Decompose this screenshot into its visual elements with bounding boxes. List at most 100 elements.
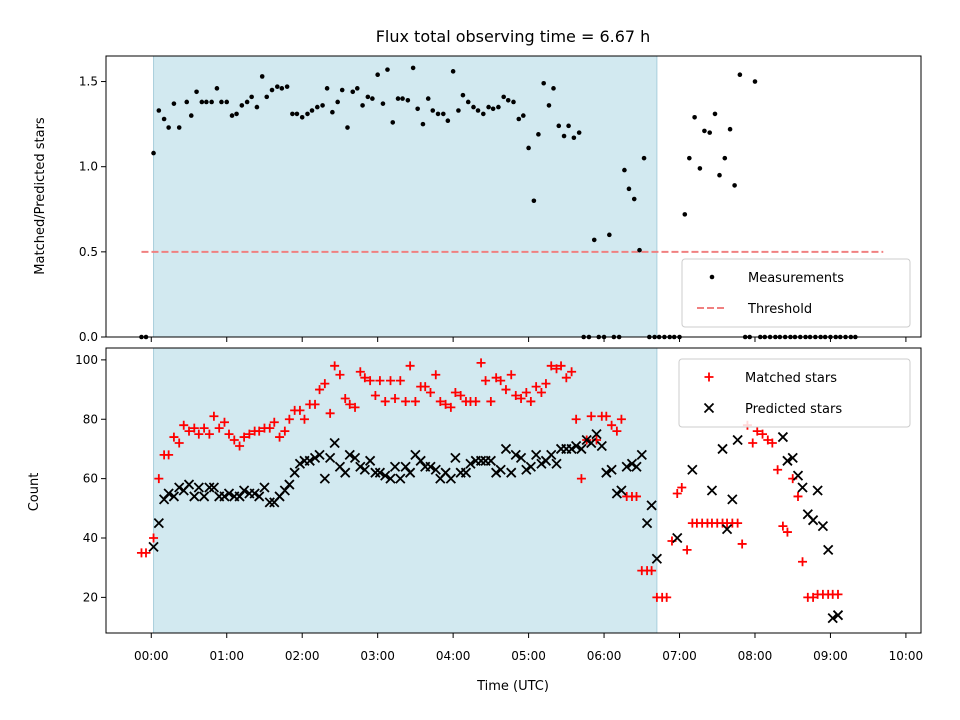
predicted-star-point [732,434,743,446]
measurement-point [254,104,260,110]
measurement-point [471,104,476,110]
measurement-point [526,145,531,151]
predicted-star-point [601,467,612,478]
measurement-point [712,111,718,117]
matched-star-point [401,396,411,406]
predicted-star-point [450,452,461,463]
y-tick-label: 0.0 [79,330,98,344]
measurement-point [546,103,552,108]
measurement-point [410,65,416,71]
predicted-star-point [380,470,391,481]
measurement-point [354,86,360,91]
measurement-point [556,123,562,129]
matched-star-point [335,370,345,380]
matched-star-point [204,429,214,439]
predicted-star-point [344,449,355,461]
measurement-point [465,99,471,105]
predicted-star-point [174,482,185,493]
predicted-star-point [158,494,170,505]
measurement-point [229,113,235,118]
matched-star-point [254,426,264,436]
measurement-point [224,99,230,105]
predicted-star-point [340,467,351,478]
predicted-star-point [183,479,195,490]
measurement-point [571,135,577,141]
count-panel: 20 40 60 80 100 00:00 01:00 02:00 03:00 04:00 05:… [27,347,923,663]
measurement-point [199,99,205,105]
matched-star-point [330,361,340,371]
legend-box [678,358,911,428]
predicted-star-point [832,610,844,621]
measurement-point [360,103,365,108]
measurement-point [702,128,707,134]
matched-star-point [284,414,294,424]
predicted-star-point [389,461,401,472]
matched-star-point [541,379,551,389]
legend-label: Matched stars [745,371,837,386]
measurement-point [727,126,733,132]
y-tick-label: 1.0 [79,160,98,174]
predicted-star-point [651,553,663,564]
predicted-star-point [465,458,476,469]
matched-star-point [567,367,577,377]
matched-star-point [269,417,279,427]
predicted-star-point [491,467,502,478]
predicted-star-point [500,443,512,455]
legend-symbol [703,402,715,414]
predicted-star-point [566,443,577,455]
measurement-point [576,130,582,135]
measurement-point [305,111,310,117]
ratio-x-ticks [150,337,907,342]
matched-star-point [758,429,768,439]
predicted-star-point [349,452,361,463]
measurement-point [415,106,420,112]
ratio-legend: Measurements Threshold [681,258,911,328]
ratio-y-ticks: 0.0 0.5 1.0 1.5 [79,75,106,344]
matched-star-point [531,382,541,392]
matched-star-point [737,539,747,549]
measurement-point [682,212,688,217]
measurement-point [345,125,350,130]
matched-star-point [476,358,486,368]
predicted-star-point [636,449,647,461]
measurement-point [641,155,647,161]
count-points [136,358,844,624]
measurement-point [239,103,245,108]
predicted-star-point [812,485,823,496]
measurement-point [475,108,481,113]
matched-star-point [552,364,562,374]
predicted-star-point [792,470,804,481]
matched-star-point [169,432,179,442]
predicted-star-point [495,464,506,475]
predicted-star-point [415,455,426,466]
predicted-star-point [294,458,306,469]
matched-star-point [662,592,672,602]
legend-box [681,258,911,328]
matched-star-point [295,405,305,415]
predicted-star-point [284,479,295,490]
matched-star-point [209,411,219,421]
measurement-point [214,86,220,91]
matched-star-point [244,429,254,439]
x-tick-label: 06:00 [587,649,622,663]
predicted-star-point [355,461,366,472]
measurement-point [166,125,171,130]
measurement-point [425,96,431,101]
matched-star-point [506,370,516,380]
predicted-star-point [646,500,657,511]
measurement-point [405,97,411,103]
chart-title: Flux total observing time = 6.67 h [376,27,651,46]
measurement-point [188,113,194,118]
predicted-star-point [254,491,265,502]
measurement-point [732,183,737,188]
x-tick-label: 04:00 [436,649,471,663]
measurement-point [697,166,703,171]
measurement-point [279,86,285,91]
predicted-star-point [515,452,527,463]
matched-star-point [612,426,622,436]
legend-label: Predicted stars [745,402,842,417]
matched-star-point [370,391,380,400]
predicted-star-point [385,473,396,484]
x-tick-label: 01:00 [209,649,244,663]
